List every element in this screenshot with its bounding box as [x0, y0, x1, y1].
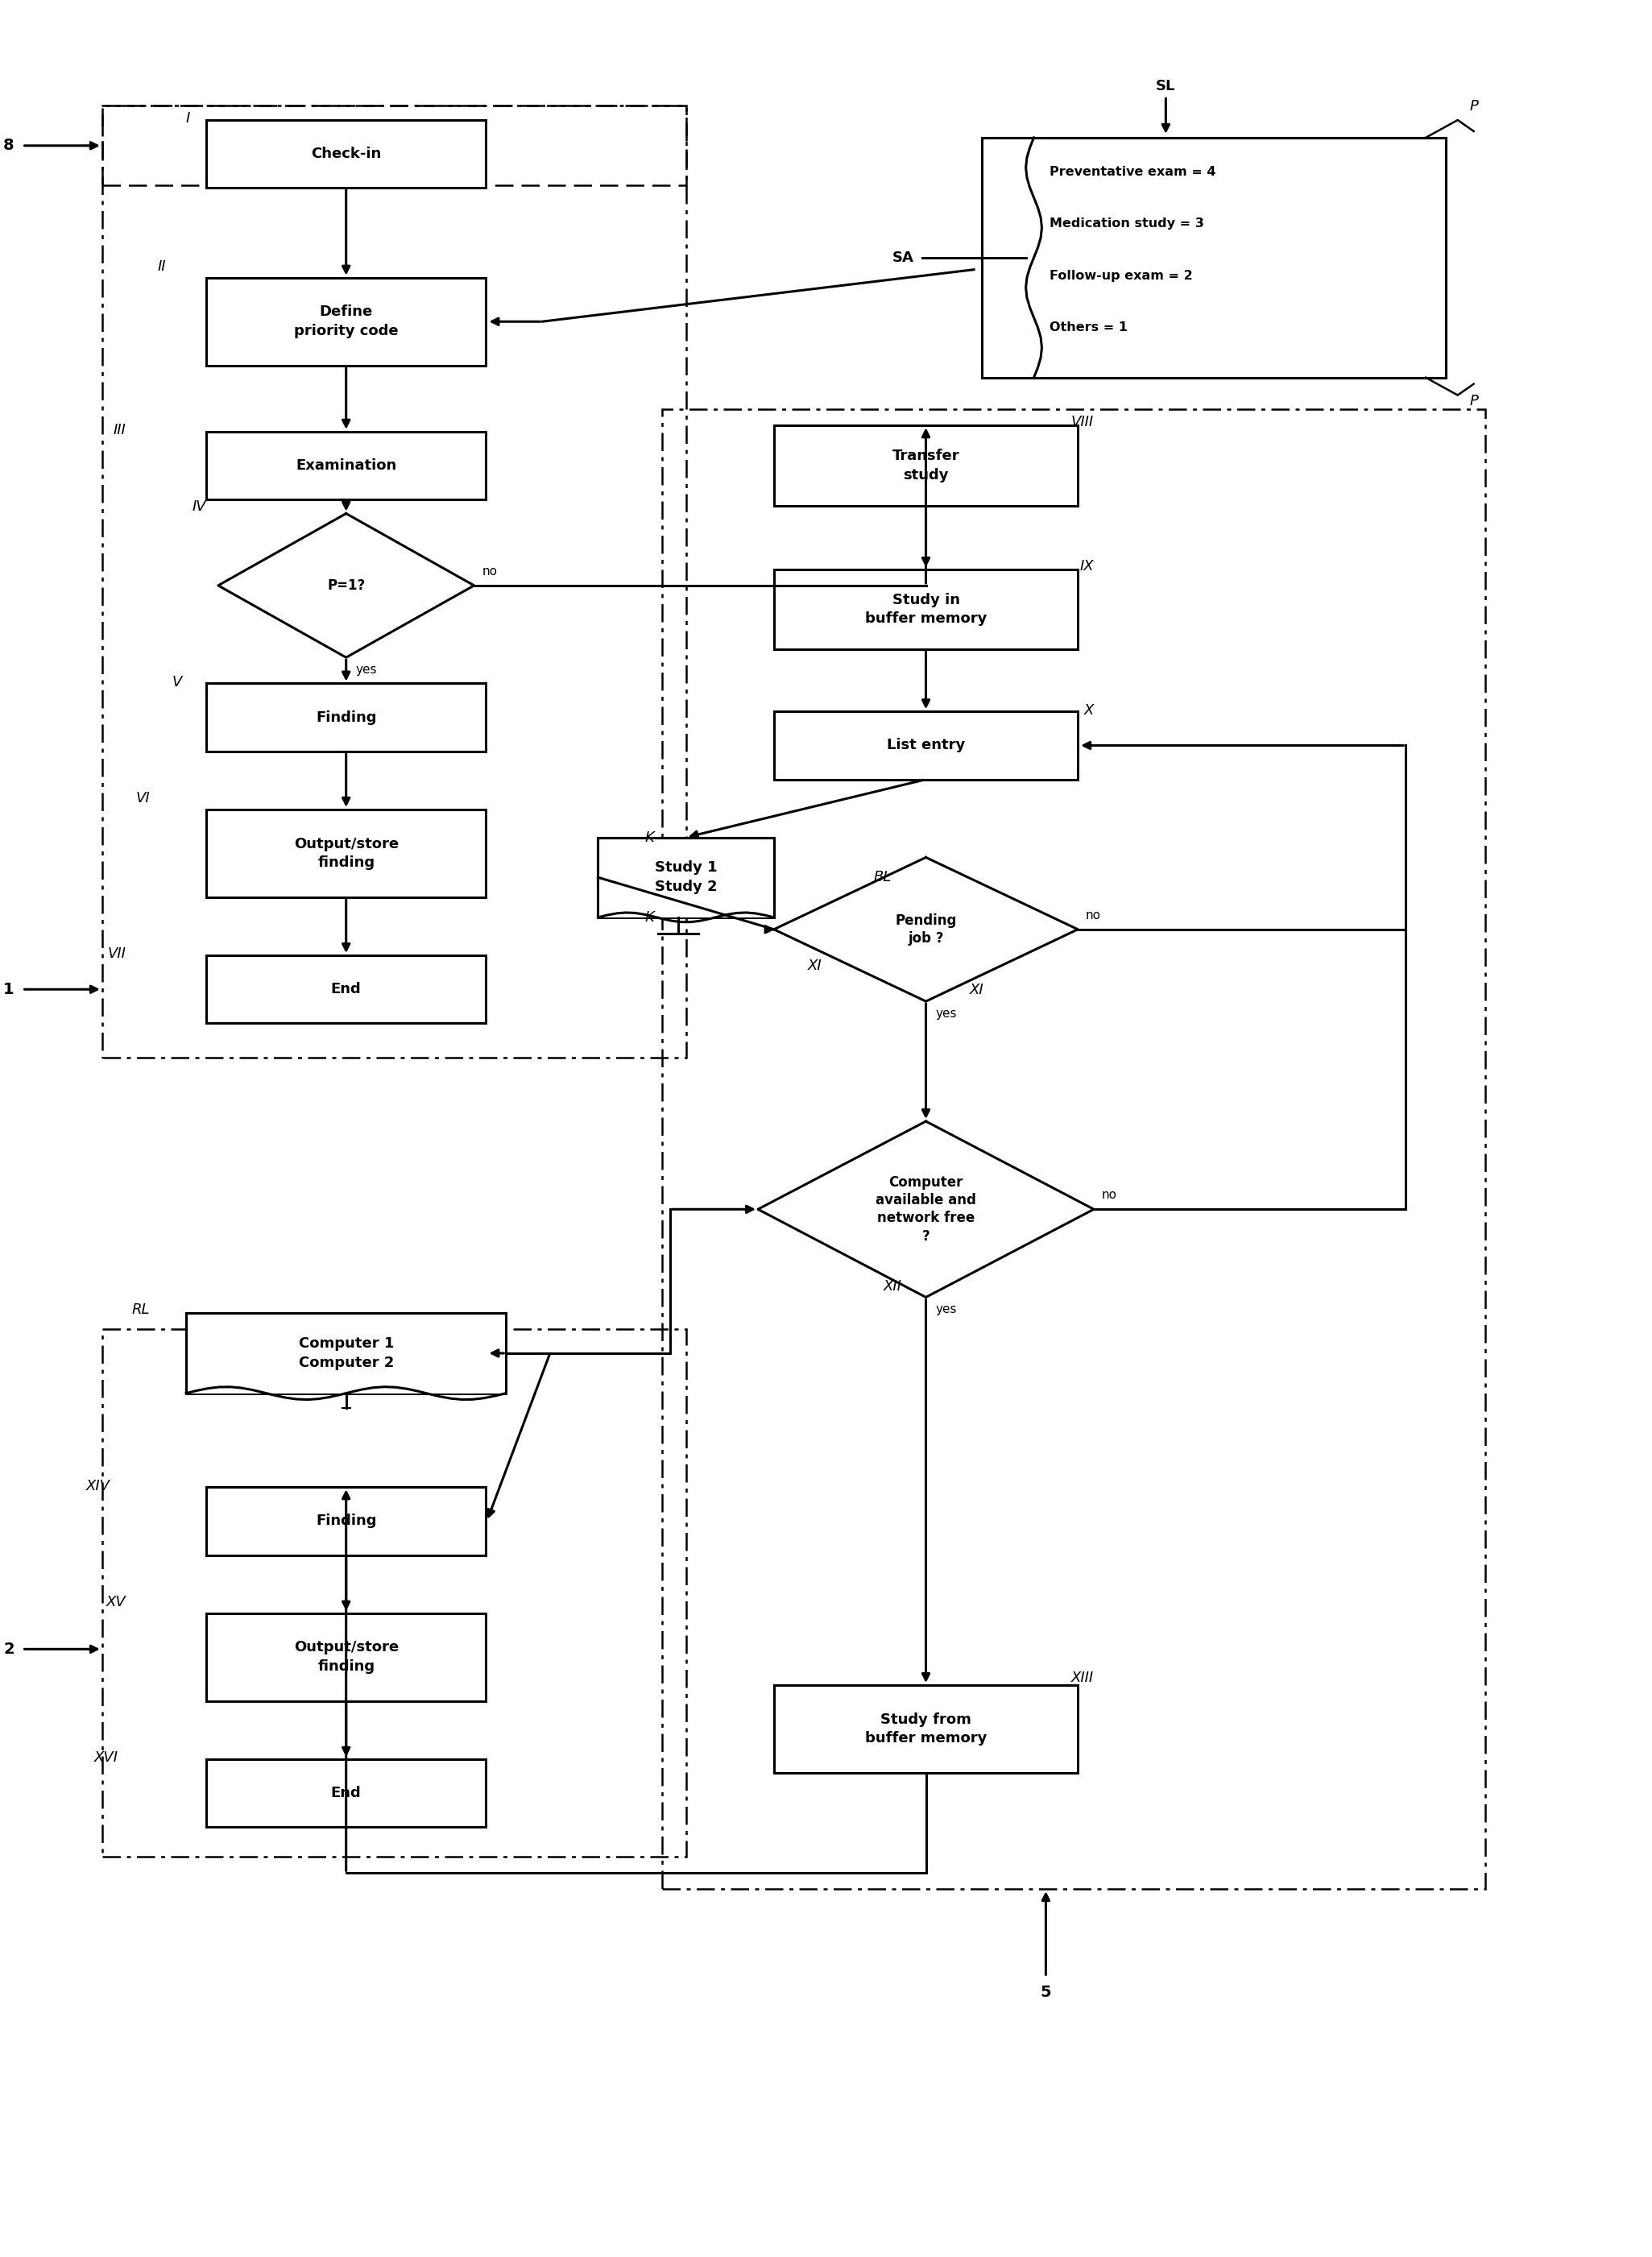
Text: XIV: XIV [86, 1478, 111, 1494]
Text: XI: XI [970, 982, 985, 998]
Text: Preventative exam = 4: Preventative exam = 4 [1049, 165, 1216, 178]
Text: IV: IV [192, 499, 206, 515]
Bar [102, 106, 686, 185]
Bar [187, 1314, 506, 1393]
Text: XIII: XIII [1070, 1670, 1094, 1686]
Text: 1: 1 [3, 982, 15, 998]
Text: V: V [172, 675, 182, 688]
Text: no: no [1102, 1189, 1117, 1201]
Text: End: End [330, 982, 362, 998]
Text: Transfer
study: Transfer study [892, 449, 960, 483]
Text: SL: SL [1156, 79, 1176, 93]
Bar [102, 1329, 686, 1858]
Bar [598, 837, 773, 916]
Text: IX: IX [1080, 560, 1094, 573]
Text: Examination: Examination [296, 458, 396, 472]
Text: Output/store
finding: Output/store finding [294, 1641, 398, 1675]
Bar [662, 409, 1485, 1889]
Bar [773, 427, 1077, 506]
Text: RL: RL [132, 1302, 150, 1318]
Text: Computer 1
Computer 2: Computer 1 Computer 2 [299, 1336, 393, 1370]
Bar [598, 873, 773, 916]
Bar [981, 138, 1046, 377]
Polygon shape [758, 1122, 1094, 1298]
Text: K: K [644, 831, 654, 844]
Text: K: K [644, 910, 654, 925]
Text: Follow-up exam = 2: Follow-up exam = 2 [1049, 269, 1193, 282]
Text: yes: yes [935, 1007, 957, 1020]
Bar [981, 138, 1446, 377]
Text: VIII: VIII [1070, 415, 1094, 429]
Text: Finding: Finding [316, 711, 377, 724]
Bar [773, 569, 1077, 650]
Bar [206, 684, 486, 752]
Text: SA: SA [892, 251, 914, 264]
Text: Finding: Finding [316, 1514, 377, 1528]
Text: XI: XI [808, 959, 823, 973]
Text: VII: VII [107, 948, 126, 961]
Text: Pending
job ?: Pending job ? [895, 914, 957, 946]
Text: P: P [1470, 99, 1479, 113]
Text: End: End [330, 1785, 362, 1801]
Text: 2: 2 [3, 1641, 15, 1657]
Text: 8: 8 [3, 138, 15, 153]
Text: XVI: XVI [94, 1751, 119, 1765]
Text: Others = 1: Others = 1 [1049, 320, 1128, 334]
Bar [206, 810, 486, 898]
Text: I: I [187, 111, 190, 126]
Text: 5: 5 [1041, 1984, 1051, 2000]
Text: no: no [1085, 910, 1102, 921]
Text: List entry: List entry [887, 738, 965, 752]
Text: Study in
buffer memory: Study in buffer memory [866, 594, 986, 625]
Text: no: no [482, 567, 497, 578]
Text: XII: XII [884, 1280, 902, 1293]
Text: III: III [114, 422, 126, 438]
Text: yes: yes [355, 664, 377, 675]
Text: Define
priority code: Define priority code [294, 305, 398, 339]
Text: P: P [1470, 393, 1479, 409]
Text: X: X [1084, 702, 1094, 718]
Bar [206, 955, 486, 1022]
Bar [206, 120, 486, 187]
Bar [206, 1487, 486, 1555]
Text: Computer
available and
network free
?: Computer available and network free ? [876, 1176, 976, 1244]
Text: VI: VI [135, 790, 150, 806]
Polygon shape [218, 515, 474, 657]
Text: XV: XV [106, 1596, 126, 1609]
Bar [206, 431, 486, 499]
Text: Study 1
Study 2: Study 1 Study 2 [654, 860, 717, 894]
Bar [773, 711, 1077, 779]
Polygon shape [773, 858, 1077, 1002]
Text: Check-in: Check-in [311, 147, 382, 160]
Bar [187, 1350, 506, 1393]
Text: yes: yes [935, 1305, 957, 1316]
Bar [102, 106, 686, 1056]
Bar [206, 1758, 486, 1828]
Text: BL: BL [874, 871, 892, 885]
Text: P=1?: P=1? [327, 578, 365, 594]
Text: Study from
buffer memory: Study from buffer memory [866, 1713, 986, 1747]
Text: Medication study = 3: Medication study = 3 [1049, 217, 1204, 230]
Bar [206, 278, 486, 366]
Text: II: II [157, 260, 167, 273]
Text: Output/store
finding: Output/store finding [294, 837, 398, 871]
Bar [773, 1686, 1077, 1774]
Bar [206, 1614, 486, 1702]
